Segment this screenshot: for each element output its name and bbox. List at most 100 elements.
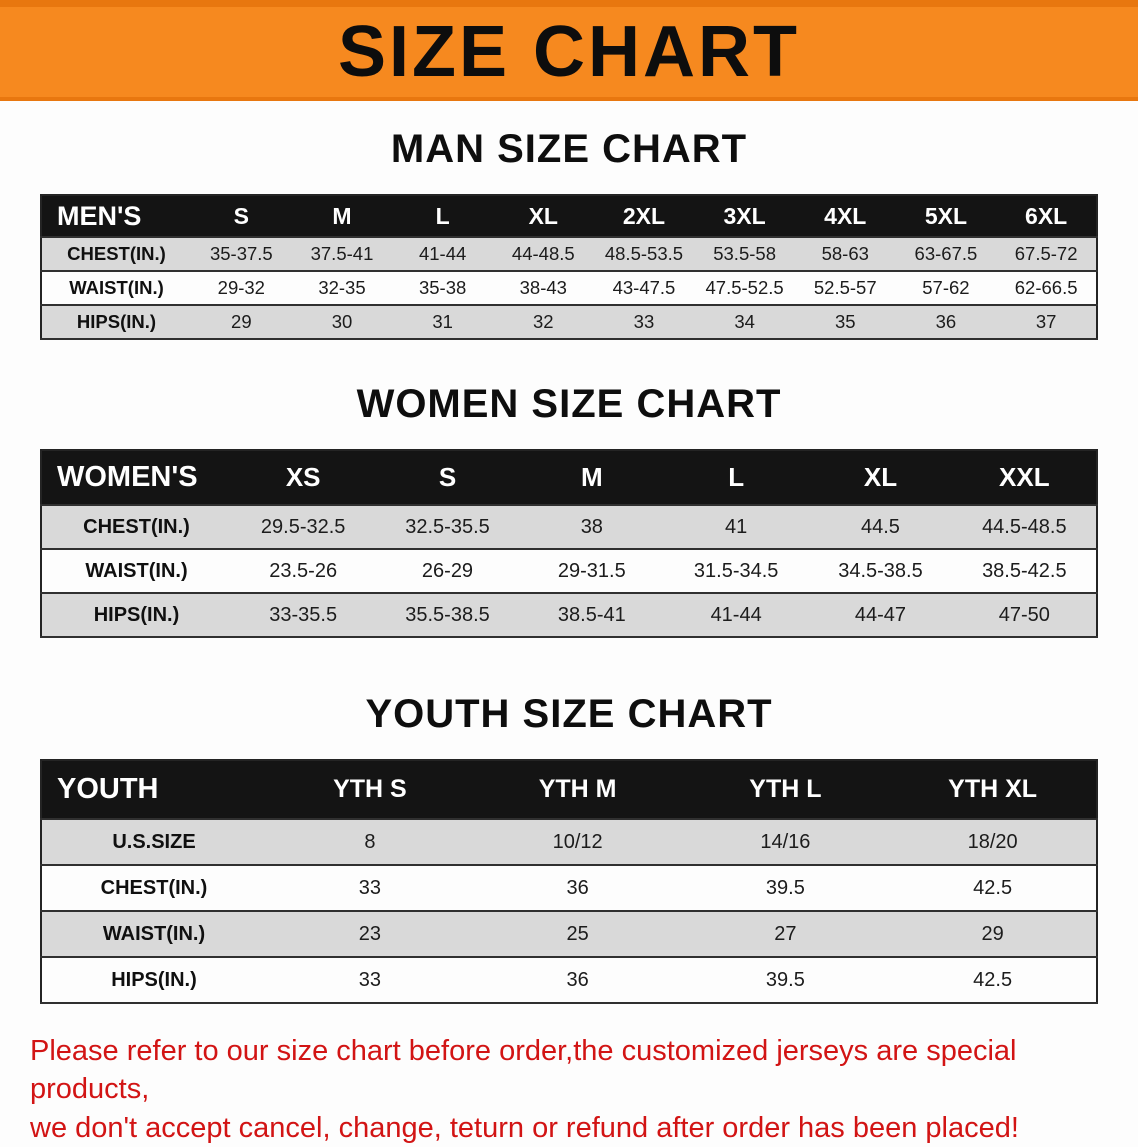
men-size-table: MEN'S S M L XL 2XL 3XL 4XL 5XL 6XL CHEST(IN.) 35-37… (40, 194, 1098, 340)
size-table-row: U.S.SIZE 8 10/12 14/16 18/20 (41, 819, 1097, 865)
size-value-cell: 23 (358, 922, 381, 945)
table-category-label: MEN'S (41, 195, 191, 237)
title-banner: SIZE CHART (0, 0, 1138, 101)
size-value-cell: 52.5-57 (813, 277, 877, 298)
size-value-cell: 39.5 (765, 968, 805, 991)
size-column-header: M (291, 195, 393, 237)
size-value-cell: 23.5-26 (269, 559, 338, 582)
size-table-row: HIPS(IN.) 33 36 39.5 42.5 (41, 957, 1097, 1003)
youth-size-section: YOUTH SIZE CHART YOUTH YTH S YTH M YTH L YTH… (0, 692, 1138, 1004)
youth-size-table: YOUTH YTH S YTH M YTH L YTH XL U.S.SIZE 8 10/12… (40, 759, 1098, 1004)
size-table-row: WAIST(IN.) 29-32 32-35 35-38 38-43 43-47.5 47.… (41, 271, 1097, 305)
size-value-cell: 38.5-42.5 (982, 559, 1067, 582)
size-value-cell: 36 (566, 968, 589, 991)
size-value-cell: 42.5 (973, 968, 1013, 991)
size-value-cell: 53.5-58 (713, 243, 776, 264)
measurement-label: HIPS(IN.) (93, 603, 180, 626)
size-value-cell: 29-32 (217, 277, 265, 298)
size-column-header: XL (492, 195, 594, 237)
men-section-heading: MAN SIZE CHART (390, 127, 748, 171)
size-value-cell: 25 (566, 922, 589, 945)
measurement-label: HIPS(IN.) (111, 968, 197, 991)
size-value-cell: 44.5 (861, 515, 900, 538)
size-value-cell: 44-47 (854, 603, 907, 626)
size-value-cell: 38.5-41 (557, 603, 626, 626)
size-value-cell: 33 (633, 311, 655, 332)
order-policy-note: Please refer to our size chart before or… (30, 1032, 1110, 1147)
size-column-header: 6XL (996, 195, 1097, 237)
size-value-cell: 44.5-48.5 (982, 515, 1067, 538)
size-value-cell: 38-43 (519, 277, 567, 298)
women-size-section: WOMEN SIZE CHART WOMEN'S XS S M L XL XXL CHEST(… (0, 382, 1138, 638)
size-column-header: L (392, 195, 493, 237)
men-size-section: MAN SIZE CHART MEN'S S M L XL 2XL 3XL 4XL 5XL 6XL… (0, 127, 1138, 340)
size-value-cell: 47.5-52.5 (705, 277, 784, 298)
size-column-header: 2XL (593, 195, 695, 237)
size-column-header: YTH L (681, 760, 890, 819)
size-value-cell: 18/20 (967, 830, 1018, 853)
size-column-header: XL (808, 450, 953, 505)
size-value-cell: 42.5 (973, 876, 1013, 899)
size-value-cell: 35-37.5 (209, 243, 273, 264)
size-value-cell: 35 (834, 311, 856, 332)
size-value-cell: 31.5-34.5 (693, 559, 779, 582)
size-value-cell: 8 (364, 830, 376, 853)
size-column-header: S (375, 450, 520, 505)
size-value-cell: 58-63 (821, 243, 869, 264)
measurement-label: CHEST(IN.) (67, 243, 166, 264)
size-column-header: 3XL (694, 195, 795, 237)
size-value-cell: 37 (1035, 311, 1057, 332)
size-value-cell: 44-48.5 (511, 243, 575, 264)
size-value-cell: 67.5-72 (1014, 243, 1078, 264)
size-value-cell: 32-35 (318, 277, 366, 298)
women-section-heading: WOMEN SIZE CHART (356, 382, 782, 426)
size-value-cell: 48.5-53.5 (604, 243, 684, 264)
size-value-cell: 34.5-38.5 (838, 559, 923, 582)
measurement-label: HIPS(IN.) (76, 311, 157, 332)
size-value-cell: 36 (935, 311, 957, 332)
size-value-cell: 39.5 (765, 876, 805, 899)
size-table-row: CHEST(IN.) 29.5-32.5 32.5-35.5 38 41 44.5 44.5… (41, 505, 1097, 549)
order-policy-line1: Please refer to our size chart before or… (30, 1035, 1017, 1106)
size-table-header-row: MEN'S S M L XL 2XL 3XL 4XL 5XL 6XL (41, 195, 1097, 237)
size-table-row: WAIST(IN.) 23 25 27 29 (41, 911, 1097, 957)
size-value-cell: 26-29 (421, 559, 474, 582)
measurement-label: CHEST(IN.) (83, 515, 190, 538)
size-value-cell: 47-50 (998, 603, 1050, 626)
size-value-cell: 29.5-32.5 (260, 515, 346, 538)
size-column-header: YTH S (266, 760, 474, 819)
size-value-cell: 33 (358, 968, 381, 991)
size-column-header: 4XL (794, 195, 896, 237)
size-table-row: CHEST(IN.) 33 36 39.5 42.5 (41, 865, 1097, 911)
youth-section-heading: YOUTH SIZE CHART (365, 692, 773, 736)
page-title: SIZE CHART (338, 12, 800, 92)
size-table-row: CHEST(IN.) 35-37.5 37.5-41 41-44 44-48.5 48.5… (41, 237, 1097, 271)
size-column-header: S (191, 195, 292, 237)
size-value-cell: 63-67.5 (914, 243, 978, 264)
size-column-header: YTH XL (889, 760, 1097, 819)
size-value-cell: 32 (533, 311, 554, 332)
size-value-cell: 35-38 (418, 277, 467, 298)
size-column-header: XS (231, 450, 376, 505)
size-value-cell: 43-47.5 (612, 277, 676, 298)
measurement-label: WAIST(IN.) (85, 559, 188, 582)
size-value-cell: 57-62 (922, 277, 970, 298)
size-value-cell: 62-66.5 (1014, 277, 1078, 298)
size-table-row: HIPS(IN.) 33-35.5 35.5-38.5 38.5-41 41-44 44-… (41, 593, 1097, 637)
size-value-cell: 41-44 (710, 603, 762, 626)
size-value-cell: 38 (580, 515, 603, 538)
size-value-cell: 29-31.5 (557, 559, 626, 582)
size-value-cell: 41-44 (418, 243, 467, 264)
measurement-label: U.S.SIZE (112, 830, 196, 853)
size-value-cell: 27 (774, 922, 797, 945)
size-table-header-row: WOMEN'S XS S M L XL XXL (41, 450, 1097, 505)
size-column-header: 5XL (895, 195, 997, 237)
size-value-cell: 41 (725, 515, 748, 538)
size-column-header: M (519, 450, 664, 505)
women-size-table: WOMEN'S XS S M L XL XXL CHEST(IN.) 29.5-32.5 32.5… (40, 449, 1098, 638)
size-value-cell: 32.5-35.5 (405, 515, 490, 538)
size-value-cell: 34 (734, 311, 755, 332)
size-column-header: L (663, 450, 809, 505)
size-value-cell: 29 (231, 311, 252, 332)
